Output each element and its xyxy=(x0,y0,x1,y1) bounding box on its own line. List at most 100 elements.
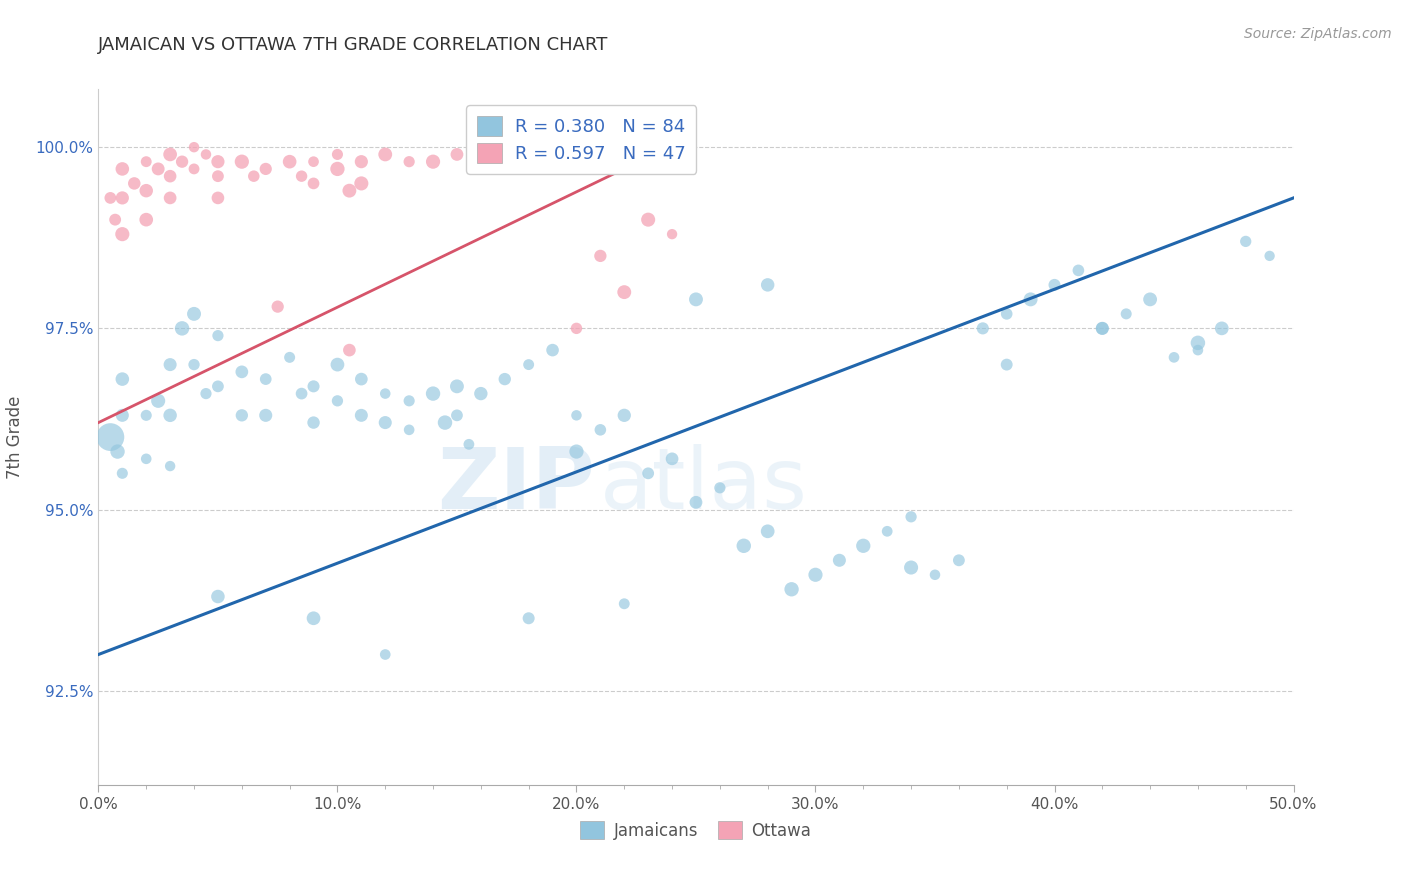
Point xyxy=(278,154,301,169)
Point xyxy=(1019,293,1042,307)
Point xyxy=(207,191,229,205)
Point xyxy=(398,423,420,437)
Point xyxy=(876,524,898,539)
Point xyxy=(780,582,803,597)
Point xyxy=(398,154,420,169)
Point xyxy=(422,386,444,401)
Point xyxy=(494,372,516,386)
Point xyxy=(254,161,277,176)
Point xyxy=(446,409,468,423)
Point xyxy=(374,648,396,662)
Point xyxy=(541,161,564,176)
Point xyxy=(267,300,290,314)
Point xyxy=(302,416,325,430)
Point xyxy=(254,409,277,423)
Point xyxy=(828,553,851,567)
Point xyxy=(107,444,129,458)
Point xyxy=(339,343,361,358)
Point xyxy=(111,227,134,242)
Point xyxy=(1043,277,1066,292)
Point xyxy=(326,358,349,372)
Point xyxy=(104,212,127,227)
Point xyxy=(565,444,588,458)
Point xyxy=(637,467,659,481)
Point xyxy=(995,307,1018,321)
Point xyxy=(339,184,361,198)
Point xyxy=(231,365,253,379)
Point xyxy=(207,590,229,604)
Point xyxy=(111,191,134,205)
Point xyxy=(350,372,373,386)
Point xyxy=(1139,293,1161,307)
Point xyxy=(231,154,253,169)
Point xyxy=(135,212,157,227)
Point xyxy=(302,154,325,169)
Point xyxy=(613,285,636,300)
Point xyxy=(1163,351,1185,365)
Point xyxy=(350,154,373,169)
Point xyxy=(470,147,492,161)
Point xyxy=(183,161,205,176)
Point xyxy=(685,495,707,509)
Point xyxy=(494,147,516,161)
Point xyxy=(195,147,218,161)
Text: atlas: atlas xyxy=(600,444,808,527)
Point xyxy=(207,154,229,169)
Point xyxy=(111,372,134,386)
Point xyxy=(326,147,349,161)
Point xyxy=(517,358,540,372)
Point xyxy=(98,191,122,205)
Point xyxy=(756,524,779,539)
Point xyxy=(159,191,181,205)
Point xyxy=(1211,321,1233,335)
Point xyxy=(374,386,396,401)
Point xyxy=(291,169,314,184)
Point xyxy=(135,184,157,198)
Point xyxy=(195,386,218,401)
Point xyxy=(589,249,612,263)
Point xyxy=(613,597,636,611)
Point xyxy=(900,560,922,574)
Point xyxy=(183,358,205,372)
Point xyxy=(422,154,444,169)
Point xyxy=(756,277,779,292)
Point xyxy=(302,177,325,191)
Point xyxy=(948,553,970,567)
Point xyxy=(350,177,373,191)
Point xyxy=(446,379,468,393)
Point xyxy=(517,611,540,625)
Point xyxy=(326,161,349,176)
Point xyxy=(1187,343,1209,358)
Text: Source: ZipAtlas.com: Source: ZipAtlas.com xyxy=(1244,27,1392,41)
Point xyxy=(111,467,134,481)
Point xyxy=(172,154,194,169)
Point xyxy=(159,169,181,184)
Point xyxy=(995,358,1018,372)
Text: ZIP: ZIP xyxy=(437,444,595,527)
Point xyxy=(302,379,325,393)
Point xyxy=(98,430,122,444)
Point xyxy=(291,386,314,401)
Point xyxy=(135,451,157,466)
Point xyxy=(207,169,229,184)
Point xyxy=(243,169,266,184)
Point xyxy=(1258,249,1281,263)
Point xyxy=(183,307,205,321)
Point xyxy=(733,539,755,553)
Point xyxy=(972,321,994,335)
Point xyxy=(1187,335,1209,350)
Point xyxy=(924,567,946,582)
Point xyxy=(852,539,875,553)
Point xyxy=(159,358,181,372)
Point xyxy=(613,409,636,423)
Point xyxy=(1067,263,1090,277)
Point xyxy=(135,154,157,169)
Text: JAMAICAN VS OTTAWA 7TH GRADE CORRELATION CHART: JAMAICAN VS OTTAWA 7TH GRADE CORRELATION… xyxy=(98,36,609,54)
Point xyxy=(637,212,659,227)
Point xyxy=(434,416,457,430)
Point xyxy=(231,409,253,423)
Point xyxy=(183,140,205,154)
Point xyxy=(172,321,194,335)
Point xyxy=(398,393,420,408)
Point xyxy=(709,481,731,495)
